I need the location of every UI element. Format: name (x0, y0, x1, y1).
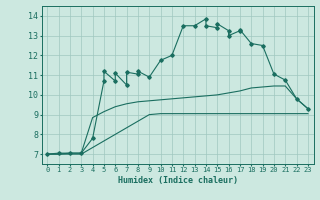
X-axis label: Humidex (Indice chaleur): Humidex (Indice chaleur) (118, 176, 237, 185)
